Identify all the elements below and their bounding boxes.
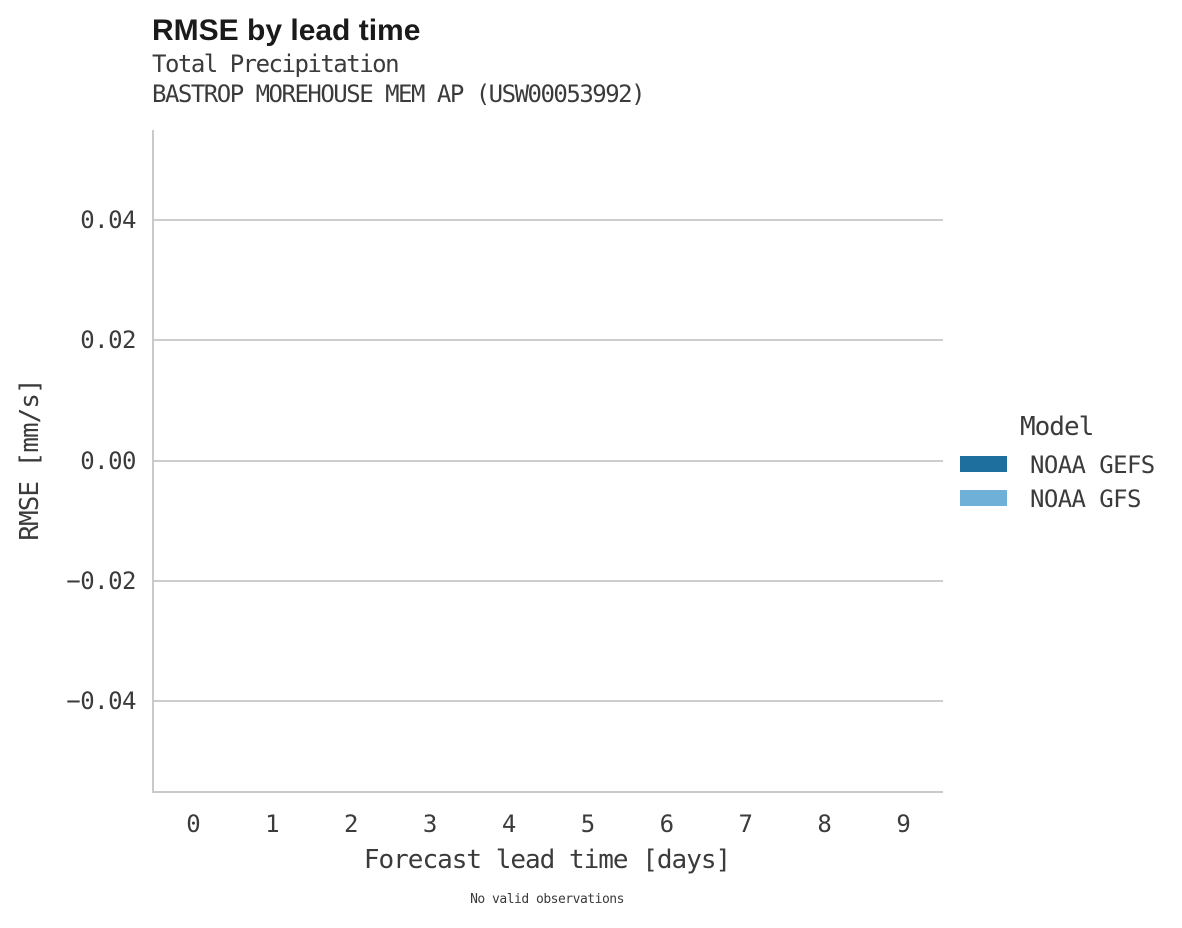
y-gridline (154, 579, 943, 582)
x-tick-label: 0 (186, 810, 201, 838)
y-tick-label: −0.02 (66, 566, 136, 595)
chart-subtitle-station: BASTROP MOREHOUSE MEM AP (USW00053992) (152, 80, 646, 108)
y-gridline (154, 219, 943, 222)
legend-label-noaa-gefs: NOAA GEFS (1030, 451, 1155, 479)
y-gridline (154, 699, 943, 702)
chart-subtitle-variable: Total Precipitation (152, 50, 400, 78)
y-tick-label: 0.02 (80, 326, 136, 355)
y-tick-label: −0.04 (66, 686, 136, 715)
legend-swatch-noaa-gfs (960, 490, 1007, 506)
y-tick-label: 0.04 (80, 206, 136, 235)
legend-swatch-noaa-gefs (960, 456, 1007, 472)
y-gridline (154, 339, 943, 342)
x-tick-label: 3 (422, 810, 438, 838)
x-axis-label: Forecast lead time [days] (363, 845, 731, 875)
chart-title: RMSE by lead time (152, 14, 421, 47)
x-tick-label: 2 (344, 810, 359, 838)
x-tick-label: 8 (817, 810, 832, 838)
x-tick-label: 4 (501, 810, 517, 838)
x-tick-label: 1 (265, 810, 280, 838)
legend-title: Model (1020, 412, 1094, 442)
caption-no-valid-observations: No valid observations (470, 892, 624, 907)
x-tick-label: 5 (580, 810, 596, 838)
y-gridline (154, 459, 943, 462)
plot-area (152, 130, 943, 793)
legend-label-noaa-gfs: NOAA GFS (1030, 485, 1141, 513)
x-tick-label: 6 (659, 810, 675, 838)
y-tick-label: 0.00 (80, 446, 136, 475)
x-tick-label: 9 (896, 810, 911, 838)
x-tick-label: 7 (738, 810, 753, 838)
